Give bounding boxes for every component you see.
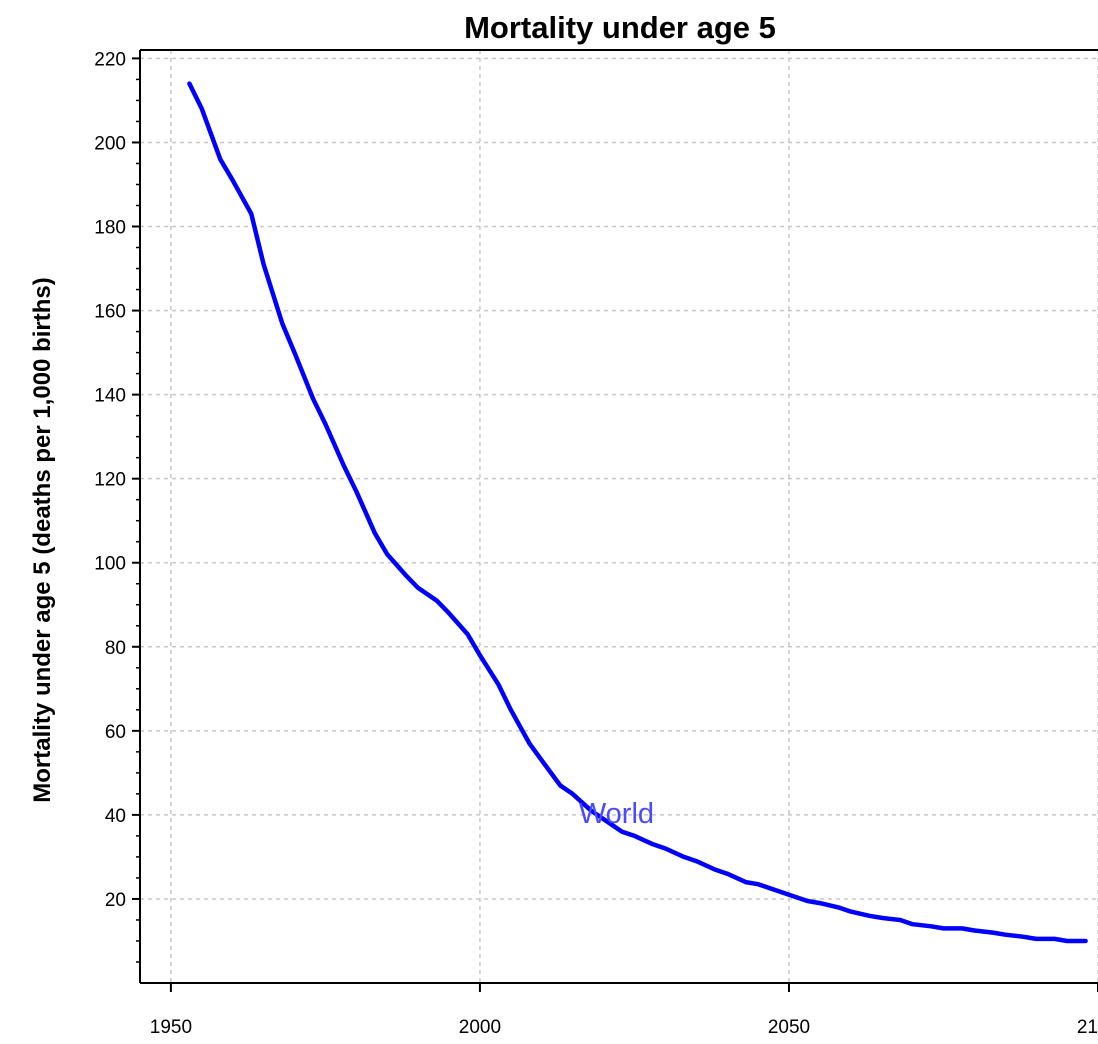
y-tick-label: 180 (94, 218, 126, 239)
y-tick-label: 140 (94, 386, 126, 407)
y-tick-label: 160 (94, 302, 126, 323)
y-axis-title: Mortality under age 5 (deaths per 1,000 … (29, 277, 56, 802)
y-tick-label: 20 (105, 890, 126, 911)
x-tick-label: 2100 (1077, 1017, 1098, 1038)
series-line-world (187, 81, 1088, 944)
y-tick-label: 40 (105, 806, 126, 827)
y-tick-label: 100 (94, 554, 126, 575)
grid-lines (140, 50, 1098, 983)
chart-title: Mortality under age 5 (464, 10, 776, 45)
y-tick-label: 60 (105, 722, 126, 743)
x-tick-label: 2000 (459, 1017, 501, 1038)
x-tick-label: 2050 (768, 1017, 810, 1038)
x-tick-label: 1950 (150, 1017, 192, 1038)
y-tick-label: 200 (94, 133, 126, 154)
y-tick-label: 120 (94, 470, 126, 491)
axes: 20 40 60 80 100 120 140 160 180 200 220 1950 2000 205… (94, 49, 1098, 1038)
y-tick-label: 80 (105, 638, 126, 659)
series-label-world: World (579, 798, 654, 830)
y-tick-label: 220 (94, 49, 126, 70)
series-layer: World (187, 81, 1088, 944)
